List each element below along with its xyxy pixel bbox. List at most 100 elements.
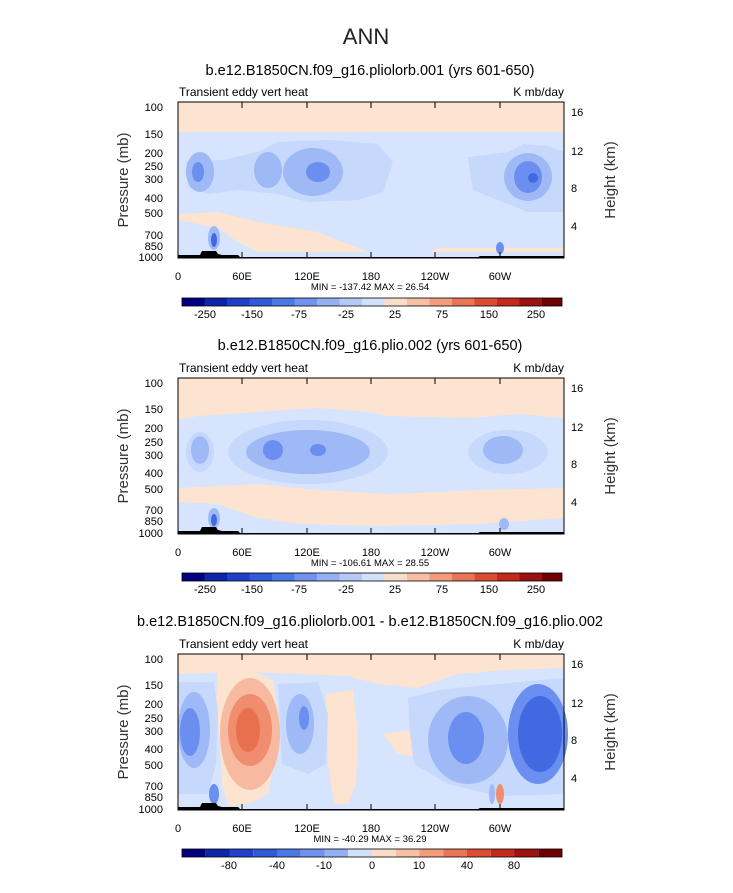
panel-2-surface-jet-core bbox=[211, 514, 217, 526]
panel-2-terrain bbox=[178, 527, 564, 534]
panel-3-xtick-label: 120W bbox=[421, 823, 450, 835]
colorbar-swatch bbox=[443, 849, 467, 857]
panel-1-ytick-label: 500 bbox=[145, 208, 163, 220]
colorbar-swatch bbox=[204, 298, 227, 306]
panel-3-ytick-label: 100 bbox=[145, 654, 163, 666]
panel-2-y2tick-label: 8 bbox=[571, 459, 577, 471]
colorbar-swatch bbox=[227, 573, 250, 581]
panel-1-min-max: MIN = -137.42 MAX = 26.54 bbox=[311, 282, 429, 293]
colorbar-swatch bbox=[407, 298, 430, 306]
panel-3-surface-red bbox=[496, 784, 504, 804]
panel-3-colorbar-labels: -80 -40 -10 0 10 40 80 bbox=[221, 860, 520, 872]
colorbar-label: 10 bbox=[413, 860, 425, 872]
panel-3-xtick-label: 180 bbox=[362, 823, 380, 835]
colorbar-swatch bbox=[467, 849, 491, 857]
panel-2-y2tick-label: 16 bbox=[571, 383, 583, 395]
panel-1-ylabel: Pressure (mb) bbox=[115, 132, 132, 227]
colorbar-swatch bbox=[348, 849, 372, 857]
colorbar-swatch bbox=[182, 573, 205, 581]
panel-2-xtick-label: 60W bbox=[489, 547, 512, 559]
colorbar-swatch bbox=[542, 573, 562, 581]
panel-3-colorbar bbox=[181, 848, 563, 858]
panel-1-subtitle-left: Transient eddy vert heat bbox=[179, 85, 309, 99]
panel-1-plot-area bbox=[177, 101, 565, 259]
colorbar-swatch bbox=[474, 573, 497, 581]
colorbar-swatch bbox=[395, 849, 420, 857]
colorbar-swatch bbox=[452, 298, 475, 306]
panel-2-ytick-label: 100 bbox=[145, 378, 163, 390]
colorbar-swatch bbox=[294, 298, 317, 306]
panel-3-subtitle-right: K mb/day bbox=[513, 637, 564, 651]
colorbar-label: -250 bbox=[194, 584, 216, 596]
colorbar-swatch bbox=[204, 573, 227, 581]
panel-2-field-lower-blue bbox=[178, 502, 564, 534]
colorbar-swatch bbox=[497, 573, 520, 581]
panel-2-x-labels: 0 60E 120E 180 120W 60W bbox=[175, 547, 512, 559]
panel-2-subtitle-right: K mb/day bbox=[513, 361, 564, 375]
panel-3-blue-left-b bbox=[180, 708, 200, 756]
colorbar-label: -25 bbox=[338, 309, 354, 321]
colorbar-label: -150 bbox=[241, 584, 263, 596]
panel-1-surface-jet-2 bbox=[496, 242, 504, 254]
colorbar-label: 75 bbox=[436, 584, 448, 596]
colorbar-swatch bbox=[490, 849, 515, 857]
panel-2-surface-jet-2 bbox=[499, 518, 509, 530]
colorbar-swatch bbox=[429, 298, 452, 306]
colorbar-frame bbox=[181, 848, 563, 858]
panel-1-y2tick-label: 12 bbox=[571, 146, 583, 158]
panel-2-contour-f bbox=[483, 436, 523, 464]
panel-2-y-labels: 100 150 200 250 300 400 500 700 850 1000 bbox=[139, 378, 163, 540]
panel-3-min-max: MIN = -40.29 MAX = 36.29 bbox=[313, 834, 426, 845]
colorbar-swatch bbox=[182, 298, 205, 306]
colorbar-label: -80 bbox=[221, 860, 237, 872]
panel-3-plot-area bbox=[177, 653, 568, 811]
panel-3-ytick-label: 850 bbox=[145, 792, 163, 804]
colorbar-swatch bbox=[384, 573, 407, 581]
panel-3-y2label: Height (km) bbox=[602, 693, 619, 771]
panel-2-ylabel: Pressure (mb) bbox=[115, 408, 132, 503]
colorbar-swatch bbox=[227, 298, 250, 306]
panel-2-subtitle-left: Transient eddy vert heat bbox=[179, 361, 309, 375]
colorbar-swatch bbox=[372, 849, 396, 857]
panel-2-ytick-label: 700 bbox=[145, 505, 163, 517]
colorbar-swatch bbox=[249, 573, 272, 581]
colorbar-swatch bbox=[229, 849, 254, 857]
colorbar-swatch bbox=[497, 298, 520, 306]
panel-1-contour-f bbox=[192, 162, 204, 182]
panel-2-colorbar-labels: -250 -150 -75 -25 25 75 150 250 bbox=[194, 584, 545, 596]
panel-3-ytick-label: 200 bbox=[145, 699, 163, 711]
panel-1-y2label: Height (km) bbox=[602, 141, 619, 219]
panel-3-ytick-label: 400 bbox=[145, 744, 163, 756]
panel-3-cream-top bbox=[178, 654, 564, 688]
panel-1-ytick-label: 250 bbox=[145, 161, 163, 173]
panel-1-surface-jet-core bbox=[211, 233, 217, 247]
panel-3-y2tick-label: 8 bbox=[571, 735, 577, 747]
panel-1-ytick-label: 400 bbox=[145, 193, 163, 205]
panel-1-xtick-label: 120E bbox=[294, 271, 320, 283]
panel-2-y2-labels: 16 12 8 4 bbox=[571, 383, 583, 509]
panel-3-xtick-label: 60W bbox=[489, 823, 512, 835]
panel-3-blue-right-d bbox=[448, 712, 484, 764]
colorbar-swatch bbox=[384, 298, 407, 306]
panel-2-ytick-label: 150 bbox=[145, 404, 163, 416]
colorbar-swatch bbox=[362, 298, 385, 306]
panel-3-xtick-label: 0 bbox=[175, 823, 181, 835]
panel-2-y2tick-label: 12 bbox=[571, 422, 583, 434]
colorbar-label: -150 bbox=[241, 309, 263, 321]
panel-1-xtick-label: 180 bbox=[362, 271, 380, 283]
panel-2-plot-area bbox=[177, 377, 565, 535]
colorbar-swatch bbox=[277, 849, 301, 857]
colorbar-swatch bbox=[514, 849, 539, 857]
panel-3-blue-right-c bbox=[518, 696, 562, 772]
panel-3-xticks bbox=[177, 654, 501, 810]
colorbar-label: -75 bbox=[291, 584, 307, 596]
colorbar-swatch bbox=[272, 298, 295, 306]
panel-3-ytick-label: 1000 bbox=[139, 804, 163, 816]
colorbar-label: 0 bbox=[369, 860, 375, 872]
colorbar-label: -75 bbox=[291, 309, 307, 321]
colorbar-swatch bbox=[538, 849, 562, 857]
panel-1-ytick-label: 700 bbox=[145, 230, 163, 242]
panel-3-cream-column-b bbox=[326, 690, 358, 804]
panel-1-ytick-label: 850 bbox=[145, 241, 163, 253]
colorbar-swatch bbox=[205, 849, 230, 857]
